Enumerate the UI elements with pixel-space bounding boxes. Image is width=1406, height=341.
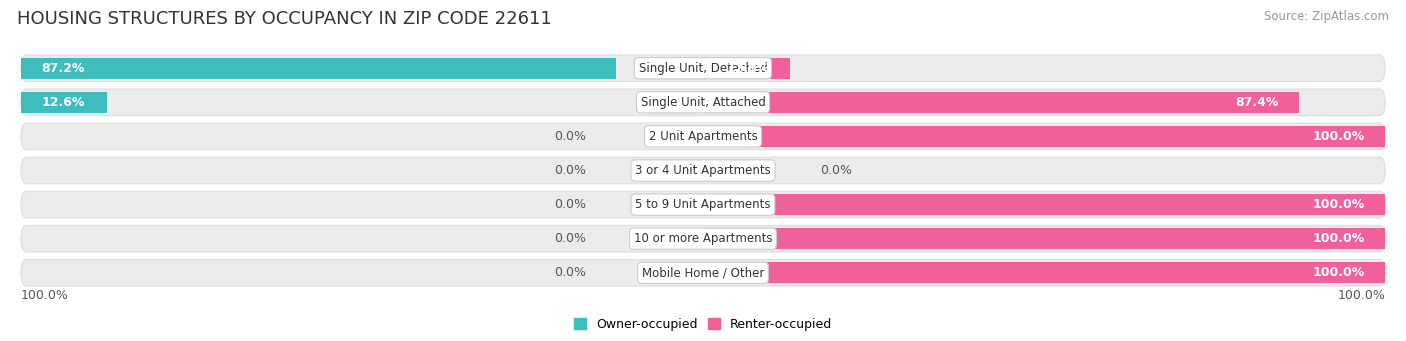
FancyBboxPatch shape xyxy=(21,123,1385,150)
Bar xyxy=(703,126,1385,147)
Text: Mobile Home / Other: Mobile Home / Other xyxy=(641,266,765,279)
Bar xyxy=(703,58,790,79)
Text: 3 or 4 Unit Apartments: 3 or 4 Unit Apartments xyxy=(636,164,770,177)
Text: 0.0%: 0.0% xyxy=(554,232,586,245)
Text: 100.0%: 100.0% xyxy=(1312,232,1364,245)
Text: 0.0%: 0.0% xyxy=(554,266,586,279)
Text: Single Unit, Detached: Single Unit, Detached xyxy=(638,62,768,75)
FancyBboxPatch shape xyxy=(21,55,1385,81)
Text: 87.4%: 87.4% xyxy=(1234,96,1278,109)
Text: 100.0%: 100.0% xyxy=(1312,266,1364,279)
FancyBboxPatch shape xyxy=(21,260,1385,286)
Bar xyxy=(21,92,107,113)
Text: 0.0%: 0.0% xyxy=(554,130,586,143)
Text: 87.2%: 87.2% xyxy=(42,62,84,75)
Text: 2 Unit Apartments: 2 Unit Apartments xyxy=(648,130,758,143)
Bar xyxy=(703,228,1385,249)
FancyBboxPatch shape xyxy=(21,191,1385,218)
FancyBboxPatch shape xyxy=(21,89,1385,116)
Bar xyxy=(703,262,1385,283)
Legend: Owner-occupied, Renter-occupied: Owner-occupied, Renter-occupied xyxy=(568,313,838,336)
Text: 12.8%: 12.8% xyxy=(727,62,769,75)
Text: 10 or more Apartments: 10 or more Apartments xyxy=(634,232,772,245)
Text: 0.0%: 0.0% xyxy=(554,164,586,177)
Text: Source: ZipAtlas.com: Source: ZipAtlas.com xyxy=(1264,10,1389,23)
Text: 0.0%: 0.0% xyxy=(820,164,852,177)
Text: 100.0%: 100.0% xyxy=(1312,198,1364,211)
Bar xyxy=(703,92,1299,113)
FancyBboxPatch shape xyxy=(21,225,1385,252)
Text: 0.0%: 0.0% xyxy=(554,198,586,211)
Text: Single Unit, Attached: Single Unit, Attached xyxy=(641,96,765,109)
Bar xyxy=(703,194,1385,215)
Text: HOUSING STRUCTURES BY OCCUPANCY IN ZIP CODE 22611: HOUSING STRUCTURES BY OCCUPANCY IN ZIP C… xyxy=(17,10,551,28)
Text: 100.0%: 100.0% xyxy=(1312,130,1364,143)
Text: 100.0%: 100.0% xyxy=(21,290,69,302)
Text: 5 to 9 Unit Apartments: 5 to 9 Unit Apartments xyxy=(636,198,770,211)
Text: 12.6%: 12.6% xyxy=(42,96,84,109)
Text: 100.0%: 100.0% xyxy=(1337,290,1385,302)
Bar xyxy=(21,58,616,79)
FancyBboxPatch shape xyxy=(21,157,1385,184)
